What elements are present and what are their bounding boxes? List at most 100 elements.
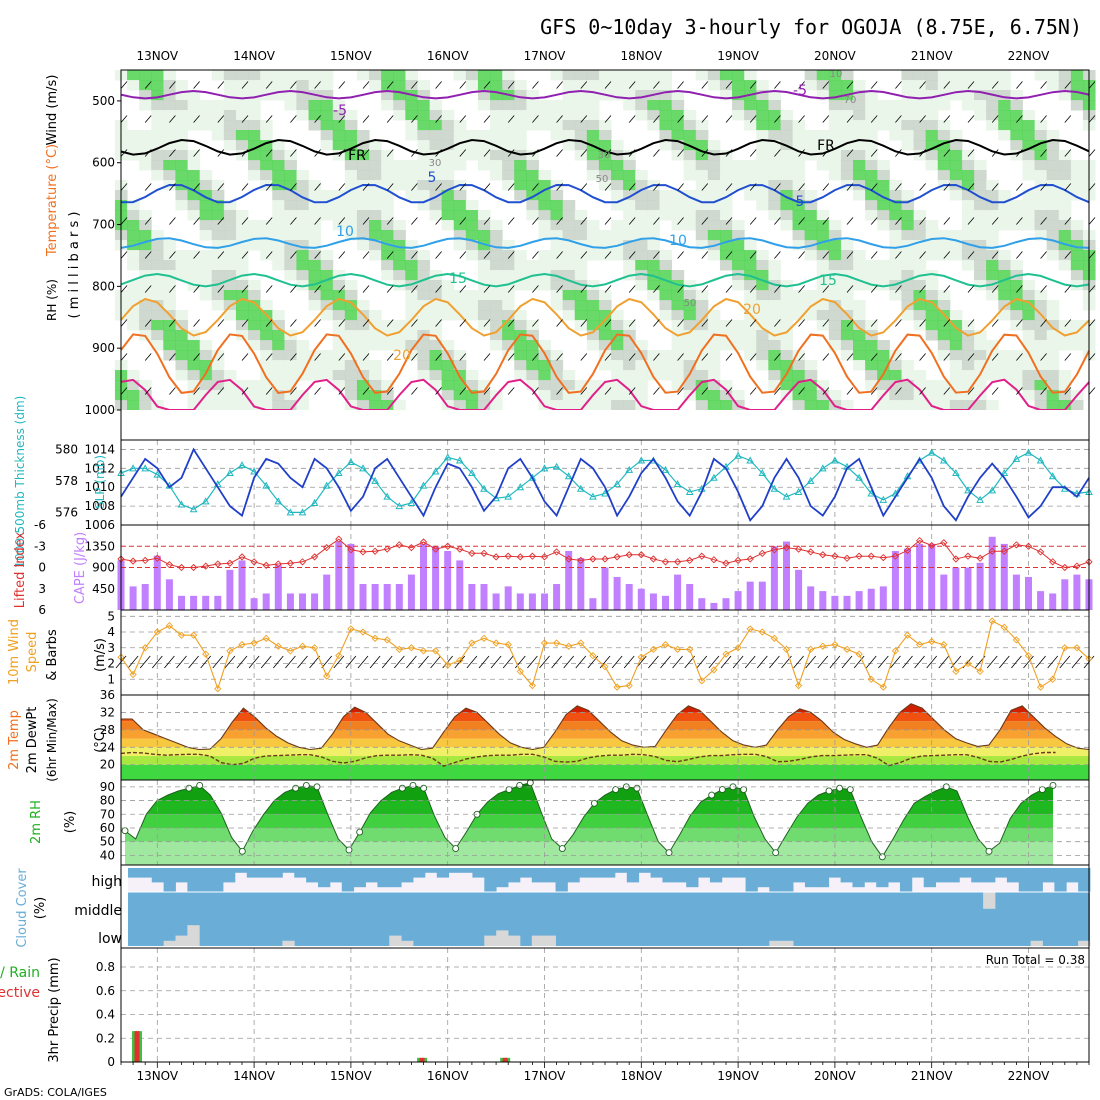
rh-cell <box>635 270 648 281</box>
lifted-point <box>129 557 137 565</box>
rh-cell <box>744 260 757 271</box>
cape-bar <box>613 576 621 610</box>
rh-cell <box>187 120 201 131</box>
rh-cell <box>816 300 830 311</box>
rh-cell <box>465 380 479 391</box>
cloud-high-bar <box>983 868 996 883</box>
rh-cell <box>623 90 636 101</box>
rh-cell <box>1022 290 1036 301</box>
wind-barb <box>943 285 951 293</box>
wind-barb <box>1016 149 1023 157</box>
wind-point <box>516 667 524 676</box>
rh-cell <box>1010 120 1023 131</box>
rh-cell <box>719 340 733 351</box>
cloud-high-bar <box>650 868 663 878</box>
rh-cell <box>127 370 140 381</box>
rh-cell <box>1058 370 1072 381</box>
rh-cell <box>707 170 721 181</box>
rh-cell <box>707 360 721 371</box>
cloud-high-bar <box>721 868 735 878</box>
wind-point <box>540 639 549 647</box>
surface-wind-barb <box>236 655 248 669</box>
wind-point <box>758 628 766 636</box>
rh-cell <box>695 130 709 141</box>
rh-cell <box>1010 260 1023 271</box>
rh-cell <box>514 160 527 171</box>
rh-cell <box>1034 340 1048 351</box>
rh-cell <box>272 330 285 341</box>
wind-barb <box>241 387 249 395</box>
rh-cell <box>768 310 781 321</box>
rh-cell <box>974 90 987 101</box>
wind-point <box>528 681 537 690</box>
surface-wind-barb <box>805 655 817 669</box>
rh-cell <box>598 70 612 81</box>
rh-cell <box>369 160 382 171</box>
lifted-point <box>153 554 161 562</box>
rh-cell <box>514 90 527 101</box>
wind-barb <box>265 149 273 157</box>
rh-cell <box>840 130 854 141</box>
rh-cell <box>925 220 939 231</box>
rh-cell <box>913 280 927 291</box>
rh-cell <box>598 130 612 141</box>
rh-cell <box>804 140 818 151</box>
wind-barb <box>604 319 612 327</box>
rh-cell <box>913 120 927 131</box>
cloud-low-bar <box>769 940 782 946</box>
rh-cell <box>719 220 733 231</box>
wind-barb <box>1088 353 1096 361</box>
rh-cell <box>780 210 794 221</box>
wind-barb <box>749 251 757 259</box>
wind-barb <box>822 183 830 191</box>
wind-barb <box>919 387 926 395</box>
rh-cell <box>816 80 830 91</box>
wind-barb <box>580 319 588 327</box>
rh-cell <box>1022 380 1036 391</box>
wind-point <box>613 683 621 691</box>
surface-wind-barb <box>393 655 405 669</box>
lifted-point <box>722 559 730 567</box>
x-tick-label-top: 14NOV <box>233 49 275 63</box>
wind-barb <box>604 353 612 361</box>
rh-cell <box>526 350 539 361</box>
rh-cell <box>998 290 1011 301</box>
wind-point <box>915 640 924 649</box>
wind-barb <box>701 217 709 225</box>
rh-cell <box>453 230 467 241</box>
wind-point <box>286 647 295 655</box>
rh-cell <box>961 150 975 161</box>
rh-cell <box>550 70 564 81</box>
surface-wind-barb <box>708 655 720 669</box>
rh-point <box>1038 786 1046 794</box>
rh-cell <box>853 100 866 111</box>
rh-point <box>526 779 534 787</box>
rh-cell <box>235 230 249 241</box>
rh-cell <box>151 170 164 181</box>
wind-barb <box>870 353 878 361</box>
rh-cell <box>780 160 794 171</box>
wind-point <box>226 647 234 655</box>
rh-cell <box>151 230 164 241</box>
contour-label: 5 <box>428 170 437 186</box>
rh-cell <box>211 350 225 361</box>
surface-wind-barb <box>732 655 744 669</box>
rh-cell <box>260 230 273 241</box>
rh-cell <box>429 100 443 111</box>
rh-cell <box>586 340 600 351</box>
rh-cell <box>780 360 794 371</box>
rh-cell <box>925 150 939 161</box>
cape-bar <box>1049 593 1057 610</box>
rh-cell <box>586 250 600 261</box>
wind-barb <box>290 251 297 259</box>
cape-bar <box>855 591 863 610</box>
pressure-tick-label: 800 <box>92 279 115 293</box>
wind-barb <box>265 285 273 293</box>
rh-cell <box>502 330 515 341</box>
cloud-high-bar <box>1030 868 1043 892</box>
rh-cell <box>598 150 612 161</box>
rh-cell <box>598 310 612 321</box>
rh-cell <box>405 130 418 141</box>
thickness-point <box>818 464 827 472</box>
rh-cell <box>381 400 394 411</box>
